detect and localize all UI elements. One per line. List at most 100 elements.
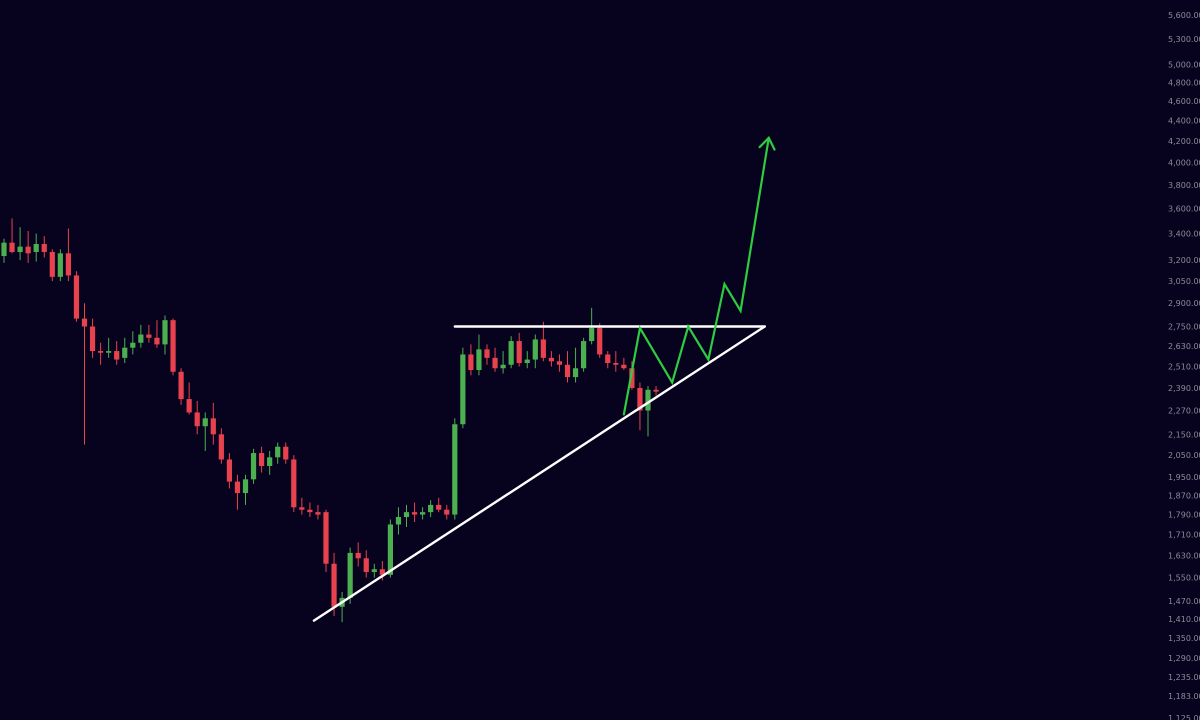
candle <box>468 344 474 376</box>
candle-body <box>645 389 651 411</box>
candle <box>154 320 160 348</box>
candle <box>226 453 232 489</box>
candle <box>548 351 554 367</box>
candle <box>331 552 337 616</box>
candle-body <box>452 424 458 515</box>
y-tick-label: 1,350.00 <box>1168 634 1200 643</box>
candle-body <box>178 371 184 400</box>
candle <box>403 504 410 527</box>
candle-body <box>476 349 482 371</box>
candle <box>234 474 241 510</box>
candle <box>581 337 587 372</box>
y-tick-label: 1,950.00 <box>1168 473 1200 482</box>
y-tick-label: 2,510.00 <box>1168 362 1200 371</box>
candle-body <box>468 354 474 371</box>
candle-body <box>283 446 289 460</box>
candle <box>572 347 579 383</box>
candle <box>138 324 144 348</box>
candle-body <box>73 275 80 319</box>
y-tick-label: 1,550.00 <box>1168 574 1200 583</box>
y-tick-label: 1,870.00 <box>1168 491 1200 500</box>
candle-body <box>653 389 659 392</box>
candle-body <box>428 504 434 513</box>
candle <box>194 400 200 435</box>
candle-body <box>33 243 39 252</box>
candle <box>259 446 265 473</box>
candle <box>637 382 643 431</box>
candle-body <box>1 242 7 257</box>
candle-body <box>186 399 192 413</box>
y-tick-label: 4,800.00 <box>1168 79 1200 88</box>
candle-body <box>548 357 554 362</box>
candle <box>186 382 192 415</box>
y-tick-label: 4,000.00 <box>1168 158 1200 167</box>
candle-body <box>581 341 587 369</box>
candle <box>556 354 563 372</box>
candle <box>1 238 7 263</box>
candle-body <box>436 504 442 510</box>
y-tick-label: 1,290.00 <box>1168 654 1200 663</box>
candle <box>242 474 249 505</box>
y-tick-label: 2,630.00 <box>1168 342 1200 351</box>
candle <box>363 550 369 578</box>
candle <box>315 504 321 520</box>
y-tick-label: 2,150.00 <box>1168 430 1200 439</box>
candle-body <box>484 349 490 358</box>
candle <box>395 507 402 535</box>
candle <box>299 497 305 515</box>
candle-body <box>202 418 208 427</box>
candle-body <box>621 364 627 369</box>
candle-body <box>299 507 305 510</box>
candle <box>307 502 313 518</box>
candle <box>597 323 603 358</box>
candle <box>202 412 208 451</box>
y-tick-label: 2,390.00 <box>1168 384 1200 393</box>
candle <box>33 233 39 262</box>
candle <box>41 236 47 258</box>
candle <box>291 455 297 513</box>
candle-body <box>81 318 88 327</box>
candle <box>323 509 329 573</box>
y-tick-label: 1,183.00 <box>1168 692 1200 701</box>
candle-body <box>500 364 506 369</box>
candle <box>613 351 619 372</box>
candle-body <box>516 341 522 364</box>
candle-body <box>242 479 249 494</box>
candle-body <box>106 351 112 353</box>
candle <box>428 500 434 518</box>
y-tick-label: 3,600.00 <box>1168 205 1200 214</box>
candle-body <box>363 558 369 573</box>
y-tick-label: 1,790.00 <box>1168 511 1200 520</box>
candle <box>371 563 377 578</box>
candle <box>460 347 466 429</box>
candle-body <box>226 459 232 482</box>
candle <box>645 386 651 437</box>
candle <box>178 368 184 405</box>
y-tick-label: 2,900.00 <box>1168 299 1200 308</box>
candle-body <box>532 339 538 360</box>
candles <box>1 218 659 623</box>
candle <box>25 230 31 263</box>
candle-body <box>41 243 47 252</box>
candle-body <box>371 569 377 573</box>
candle-body <box>122 347 128 358</box>
candle <box>122 337 128 364</box>
candle-body <box>9 242 15 252</box>
candle-body <box>492 357 498 369</box>
y-tick-label: 5,000.00 <box>1168 61 1200 70</box>
candle <box>49 249 55 282</box>
candle-body <box>49 251 55 277</box>
candle-body <box>98 351 104 353</box>
candle <box>218 428 224 464</box>
candle-body <box>355 552 361 559</box>
candle <box>73 271 80 322</box>
candle-body <box>629 368 635 388</box>
candle-body <box>395 517 402 525</box>
candle <box>57 249 63 282</box>
y-tick-label: 2,750.00 <box>1168 322 1200 331</box>
candle-body <box>540 339 546 358</box>
y-tick-label: 4,400.00 <box>1168 117 1200 126</box>
candle <box>508 336 514 369</box>
candle <box>411 502 418 522</box>
